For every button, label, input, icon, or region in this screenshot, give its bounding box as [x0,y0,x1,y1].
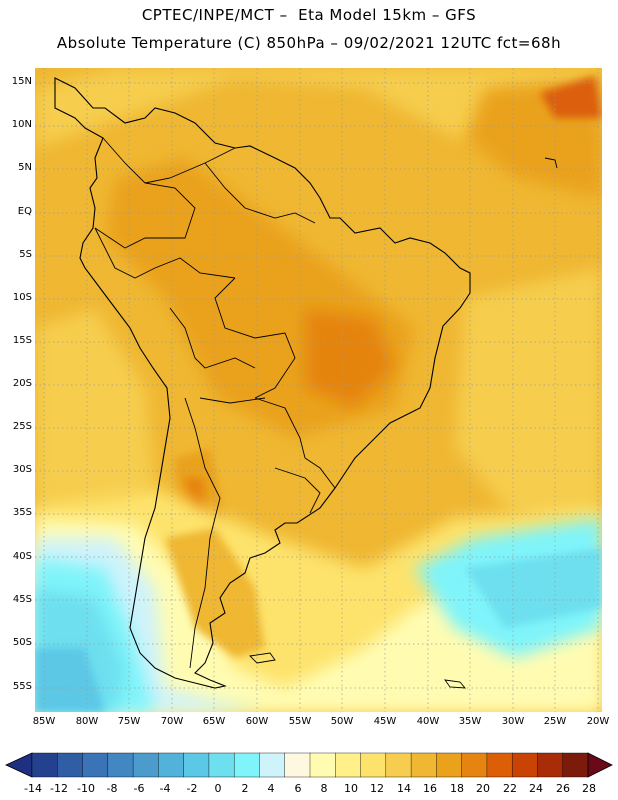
country-borders [94,137,336,669]
colorbar-label: -10 [77,782,95,795]
lat-label: 50S [12,637,32,648]
lat-label: 45S [12,594,32,605]
colorbar-bins [31,752,589,778]
colorbar-label: 14 [397,782,411,795]
lon-label: 75W [117,716,141,727]
colorbar-label: 6 [294,782,302,795]
coastline-south-america [54,77,471,689]
colorbar-label: 12 [370,782,384,795]
field-ne-hot [540,76,602,118]
colorbar-bin [107,752,134,778]
lon-label: 70W [160,716,184,727]
field-north-light [35,68,602,148]
colorbar-label: 16 [423,782,437,795]
lat-label: 5N [18,162,32,173]
lat-label: 35S [12,507,32,518]
colorbar-label: 22 [503,782,517,795]
lon-label: 25W [543,716,567,727]
lat-label: 10S [12,292,32,303]
lat-label: 25S [12,421,32,432]
colorbar-bin [486,752,513,778]
lon-label: 45W [373,716,397,727]
colorbar-bin [309,752,336,778]
field-pacific [35,308,155,528]
colorbar-bin [132,752,159,778]
colorbar-bin [183,752,210,778]
colorbar-label: -14 [24,782,42,795]
lon-label: 35W [458,716,482,727]
colorbar-label: -6 [133,782,145,795]
colorbar-label: 24 [529,782,543,795]
lat-label: 55S [12,681,32,692]
lat-label: 10N [11,119,32,130]
lon-label: 50W [330,716,354,727]
colorbar-bin [335,752,362,778]
field-south-pale [35,518,602,712]
title-line-2: Absolute Temperature (C) 850hPa – 09/02/… [56,34,562,52]
graticule [35,68,602,712]
colorbar-label: 28 [582,782,596,795]
colorbar-bin [57,752,84,778]
lat-label: 20S [12,378,32,389]
colorbar-bin [208,752,235,778]
colorbar-label: 26 [556,782,570,795]
field-sw-blue [35,648,105,712]
colorbar-label: 0 [214,782,222,795]
colorbar-bin [562,752,589,778]
colorbar-label: -4 [159,782,171,795]
lat-label: 15N [11,76,32,87]
colorbar-bin [461,752,488,778]
colorbar-label: -12 [50,782,68,795]
colorbar-label: -8 [106,782,118,795]
temperature-map [35,68,602,712]
lat-label: 40S [12,551,32,562]
colorbar-bin [82,752,109,778]
colorbar-bin [284,752,311,778]
lat-label: 15S [12,335,32,346]
colorbar-over-arrow [587,752,613,778]
lat-label: 30S [12,464,32,475]
colorbar-under-arrow [5,752,33,778]
colorbar-label: -2 [186,782,198,795]
colorbar-label: 4 [267,782,275,795]
lon-label: 65W [202,716,226,727]
colorbar-bin [158,752,185,778]
lon-label: 80W [75,716,99,727]
lon-label: 20W [586,716,610,727]
field-patagonia [165,528,265,658]
lat-label: EQ [17,206,32,217]
colorbar-bin [259,752,286,778]
lon-label: 60W [245,716,269,727]
colorbar-label: 2 [241,782,249,795]
field-brazil-hot [305,308,395,408]
colorbar [5,752,613,778]
lon-label: 30W [501,716,525,727]
colorbar-bin [511,752,538,778]
colorbar-label: 10 [344,782,358,795]
colorbar-label: 18 [450,782,464,795]
lat-label: 5S [19,249,32,260]
islands [249,157,558,689]
colorbar-bin [385,752,412,778]
colorbar-label: 20 [476,782,490,795]
colorbar-bin [436,752,463,778]
lon-label: 55W [288,716,312,727]
title-line-1: CPTEC/INPE/MCT – Eta Model 15km – GFS [141,6,477,24]
field-se-cyan-deep [465,548,602,628]
lon-label: 85W [32,716,56,727]
colorbar-bin [233,752,260,778]
colorbar-bin [537,752,564,778]
colorbar-bin [410,752,437,778]
field-atlantic [455,268,602,538]
lon-label: 40W [416,716,440,727]
colorbar-label: 8 [320,782,328,795]
colorbar-bin [360,752,387,778]
colorbar-bin [31,752,58,778]
